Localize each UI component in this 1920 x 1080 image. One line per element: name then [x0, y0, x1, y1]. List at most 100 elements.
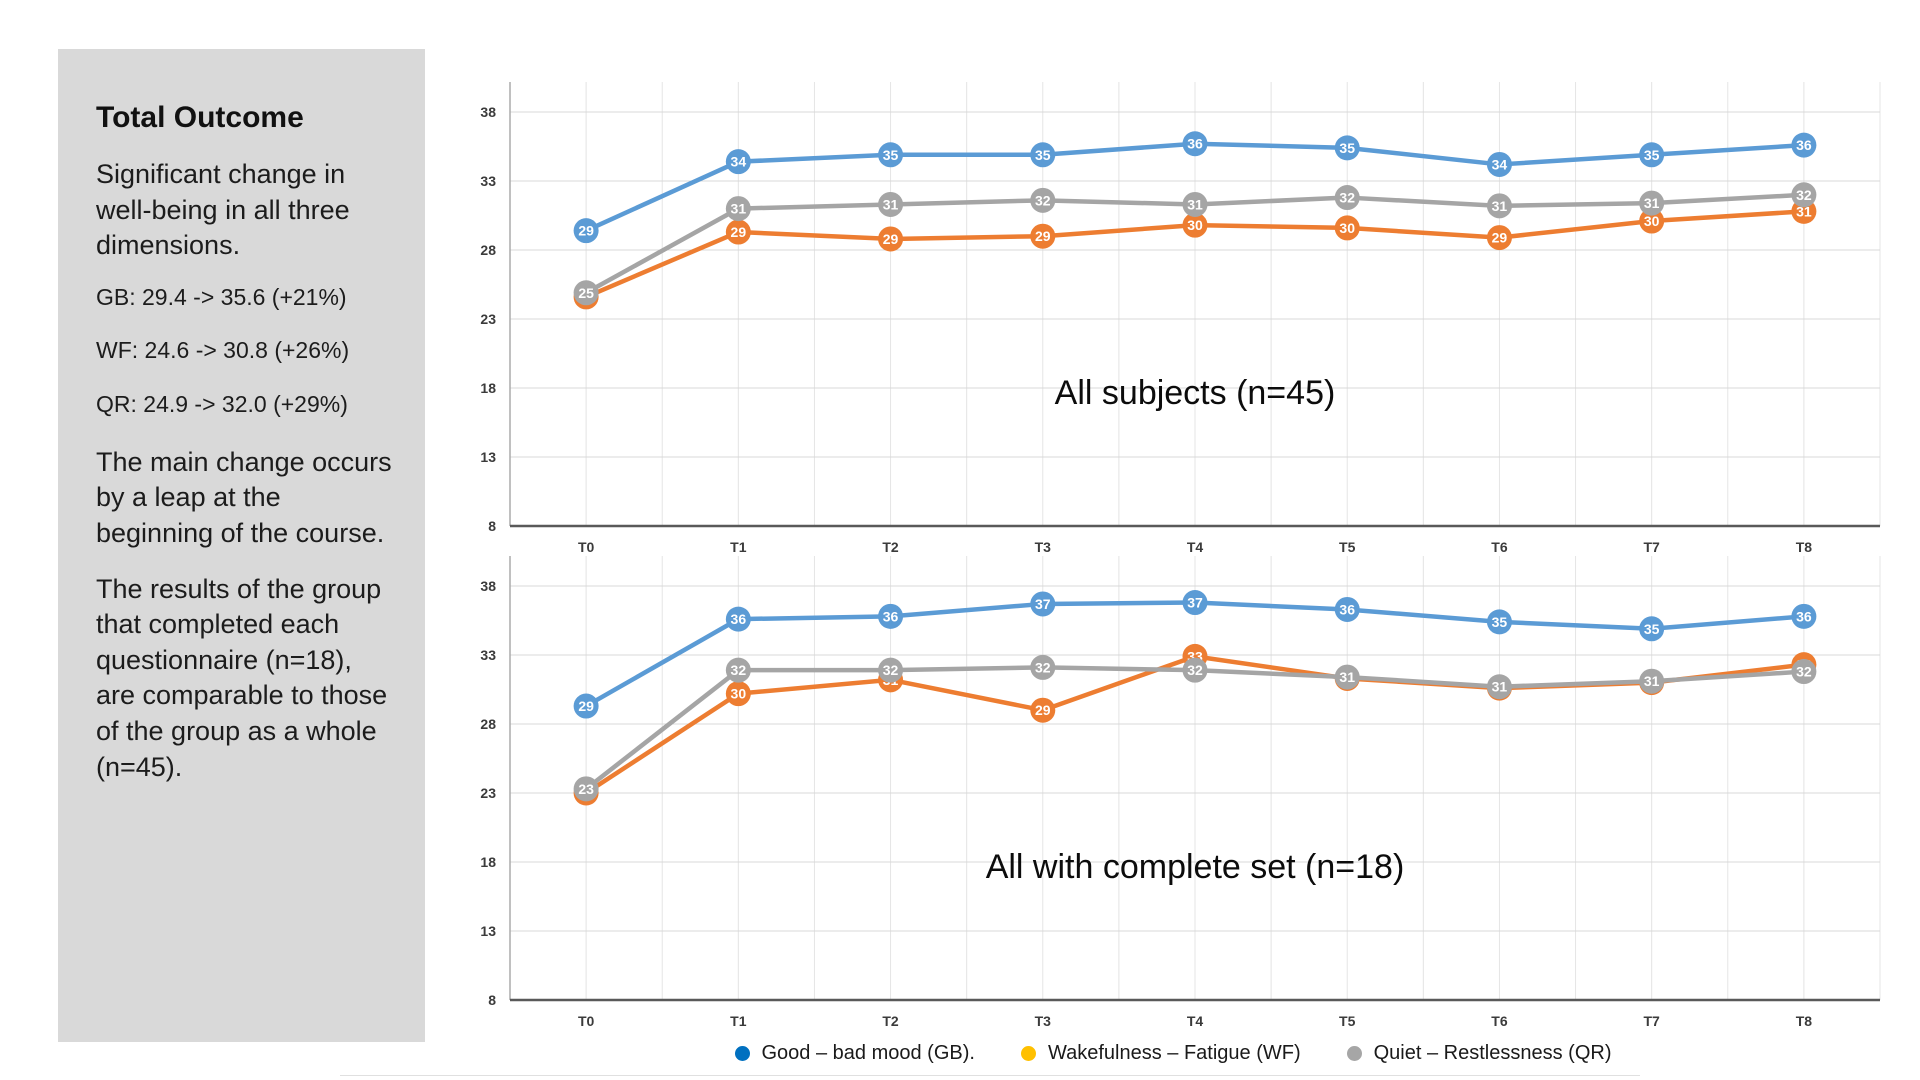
- data-point-marker: [1030, 697, 1056, 723]
- legend-divider-line: [340, 1075, 1640, 1076]
- y-axis-tick-label: 38: [480, 578, 496, 594]
- data-point-label: 31: [1492, 198, 1508, 214]
- data-point-marker: [1182, 590, 1208, 616]
- data-point-marker: [1486, 674, 1512, 700]
- data-point-label: 37: [1035, 596, 1051, 612]
- data-point-label: 32: [731, 662, 747, 678]
- x-axis-category-label: T2: [882, 539, 899, 555]
- data-point-label: 32: [1796, 187, 1812, 203]
- data-point-label: 34: [1492, 156, 1508, 172]
- stat-wf: WF: 24.6 -> 30.8 (+26%): [96, 337, 350, 364]
- stat-gb: GB: 29.4 -> 35.6 (+21%): [96, 283, 347, 310]
- data-point-label: 25: [578, 285, 594, 301]
- x-axis-category-label: T0: [578, 1013, 595, 1029]
- x-axis-category-label: T6: [1491, 1013, 1508, 1029]
- data-point-label: 31: [731, 201, 747, 217]
- x-axis-category-label: T7: [1643, 1013, 1660, 1029]
- legend-item-gb: Good – bad mood (GB).: [734, 1041, 975, 1065]
- data-point-marker: [725, 149, 751, 175]
- data-point-marker: [1639, 190, 1665, 216]
- data-point-marker: [1030, 654, 1056, 680]
- y-axis-tick-label: 38: [480, 104, 496, 120]
- line-chart-complete-set: 8 13 18 23 28 33 38 T0 T1 T2 T3 T4 T5 T6 T7 T8 29 36 36 37 3…: [480, 556, 1881, 1029]
- x-axis-category-label: T1: [730, 539, 747, 555]
- data-point-marker: [878, 603, 904, 629]
- sidebar-title: Total Outcome: [96, 101, 304, 134]
- data-point-label: 31: [1339, 669, 1355, 685]
- data-point-label: 29: [1492, 230, 1508, 246]
- y-axis-tick-label: 18: [480, 380, 496, 396]
- data-point-marker: [878, 657, 904, 683]
- stat-qr: QR: 24.9 -> 32.0 (+29%): [96, 391, 348, 418]
- data-point-label: 32: [883, 662, 899, 678]
- data-point-marker: [1182, 657, 1208, 683]
- x-axis-category-label: T8: [1796, 1013, 1813, 1029]
- data-point-label: 23: [578, 781, 594, 797]
- data-point-label: 35: [883, 147, 899, 163]
- y-axis-tick-label: 23: [480, 785, 496, 801]
- data-point-label: 36: [883, 608, 899, 624]
- data-point-label: 31: [883, 196, 899, 212]
- data-point-marker: [1334, 135, 1360, 161]
- data-point-label: 35: [1492, 614, 1508, 630]
- data-point-label: 31: [1644, 195, 1660, 211]
- data-point-marker: [878, 226, 904, 252]
- legend-item-wf: Wakefulness – Fatigue (WF): [1020, 1042, 1301, 1065]
- data-point-marker: [1791, 132, 1817, 158]
- data-point-marker: [1030, 187, 1056, 213]
- data-point-label: 29: [883, 231, 899, 247]
- data-point-marker: [1486, 609, 1512, 635]
- data-point-marker: [573, 280, 599, 306]
- data-point-label: 35: [1339, 140, 1355, 156]
- y-axis-tick-label: 18: [480, 854, 496, 870]
- data-point-label: 31: [1796, 203, 1812, 219]
- data-point-label: 30: [1187, 217, 1203, 233]
- x-axis-category-label: T6: [1491, 539, 1508, 555]
- data-point-label: 29: [1035, 702, 1051, 718]
- data-point-label: 32: [1035, 659, 1051, 675]
- data-point-label: 35: [1644, 621, 1660, 637]
- x-axis-category-label: T5: [1339, 1013, 1356, 1029]
- chart-legend: Good – bad mood (GB). Wakefulness – Fati…: [458, 1036, 1888, 1070]
- x-axis-category-label: T4: [1187, 539, 1204, 555]
- x-axis-category-label: T7: [1643, 539, 1660, 555]
- data-point-label: 29: [578, 223, 594, 239]
- data-point-marker: [1334, 596, 1360, 622]
- sidebar-paragraph-main-change: The main change occurs by a leap at the …: [96, 446, 392, 548]
- line-chart-all-subjects: 8 13 18 23 28 33 38 T0 T1 T2 T3 T4 T5 T6 T7 T8 29 34 35 35 3…: [480, 82, 1881, 555]
- data-point-label: 31: [1644, 673, 1660, 689]
- data-point-marker: [1486, 151, 1512, 177]
- data-point-marker: [1182, 212, 1208, 238]
- data-point-label: 36: [731, 611, 747, 627]
- y-axis-tick-label: 28: [480, 716, 496, 732]
- data-point-marker: [725, 219, 751, 245]
- data-point-marker: [725, 681, 751, 707]
- x-axis-category-label: T0: [578, 539, 595, 555]
- data-point-label: 31: [1187, 196, 1203, 212]
- data-point-label: 29: [1035, 228, 1051, 244]
- data-point-label: 32: [1035, 192, 1051, 208]
- x-axis-category-label: T5: [1339, 539, 1356, 555]
- y-axis-tick-label: 33: [480, 173, 496, 189]
- legend-item-qr: Quiet – Restlessness (QR): [1346, 1042, 1611, 1065]
- data-point-marker: [1334, 215, 1360, 241]
- data-point-marker: [573, 776, 599, 802]
- y-axis-tick-label: 8: [488, 518, 496, 534]
- y-axis-tick-label: 23: [480, 311, 496, 327]
- data-point-label: 32: [1339, 190, 1355, 206]
- data-point-marker: [1486, 193, 1512, 219]
- chart-complete-set: 8 13 18 23 28 33 38 T0 T1 T2 T3 T4 T5 T6 T7 T8 29 36 36 37 3…: [458, 548, 1888, 1034]
- data-point-marker: [1791, 659, 1817, 685]
- y-axis-tick-label: 28: [480, 242, 496, 258]
- data-point-label: 31: [1492, 679, 1508, 695]
- sidebar-paragraph-significant-change: Significant change in well-being in all …: [96, 159, 350, 261]
- x-axis-category-label: T1: [730, 1013, 747, 1029]
- x-axis-category-label: T4: [1187, 1013, 1204, 1029]
- chart-title-complete-set: All with complete set (n=18): [985, 848, 1405, 886]
- data-point-label: 34: [731, 154, 747, 170]
- data-point-marker: [1639, 208, 1665, 234]
- legend-label-gb: Good – bad mood (GB).: [761, 1041, 975, 1064]
- data-point-label: 36: [1339, 601, 1355, 617]
- data-point-marker: [878, 191, 904, 217]
- sidebar-notes-panel: Total Outcome Significant change in well…: [58, 49, 425, 1042]
